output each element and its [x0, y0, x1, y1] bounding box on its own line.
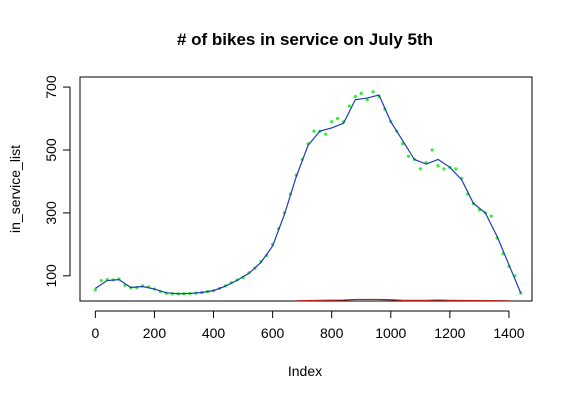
x-tick-label: 1400 — [493, 325, 524, 341]
data-point — [430, 148, 434, 152]
data-point — [365, 98, 369, 102]
y-tick-label: 500 — [43, 138, 59, 162]
y-tick-label: 700 — [43, 75, 59, 99]
x-tick-label: 0 — [91, 325, 99, 341]
x-tick-label: 400 — [202, 325, 226, 341]
data-point — [359, 91, 363, 95]
data-point — [442, 167, 446, 171]
y-axis-label: in_service_list — [7, 145, 23, 233]
data-point — [406, 154, 411, 158]
x-tick-label: 800 — [320, 325, 344, 341]
y-tick-label: 300 — [43, 201, 59, 225]
data-point — [347, 104, 352, 108]
x-tick-label: 200 — [143, 325, 167, 341]
x-tick-label: 600 — [261, 325, 285, 341]
data-point — [353, 94, 357, 99]
data-line — [95, 94, 522, 295]
x-tick-label: 1200 — [434, 325, 465, 341]
data-point — [418, 167, 422, 171]
plot-frame — [79, 76, 533, 302]
data-point — [371, 90, 375, 94]
data-point — [489, 214, 493, 218]
data-point — [436, 164, 440, 168]
data-point — [93, 288, 97, 292]
x-tick-label: 1000 — [375, 325, 406, 341]
data-point — [454, 167, 458, 171]
data-line — [296, 298, 509, 302]
x-axis-label: Index — [288, 363, 322, 379]
data-point — [312, 129, 316, 133]
data-point — [330, 120, 334, 124]
y-tick-label: 100 — [43, 264, 59, 288]
data-point — [336, 116, 340, 121]
data-point — [99, 278, 103, 283]
data-point — [324, 132, 328, 136]
chart-title: # of bikes in service on July 5th — [177, 30, 433, 49]
